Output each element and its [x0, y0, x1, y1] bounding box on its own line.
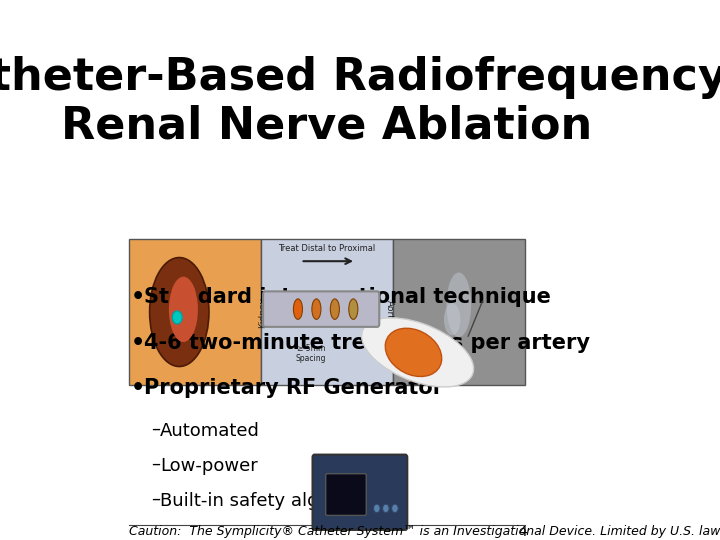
FancyBboxPatch shape	[129, 239, 261, 384]
Text: –: –	[151, 490, 161, 508]
FancyBboxPatch shape	[263, 292, 379, 327]
Text: Aorta: Aorta	[385, 300, 394, 324]
FancyBboxPatch shape	[312, 455, 408, 530]
Text: •: •	[130, 379, 145, 399]
Text: Automated: Automated	[160, 422, 260, 441]
Ellipse shape	[169, 276, 198, 342]
Text: Caution:  The Symplicity® Catheter System™ is an Investigational Device. Limited: Caution: The Symplicity® Catheter System…	[129, 525, 720, 538]
Ellipse shape	[446, 273, 471, 337]
Text: Treat Distal to Proximal: Treat Distal to Proximal	[279, 244, 376, 253]
Ellipse shape	[150, 258, 209, 367]
FancyBboxPatch shape	[393, 239, 525, 384]
Circle shape	[374, 504, 380, 512]
Ellipse shape	[312, 299, 321, 319]
Ellipse shape	[330, 299, 339, 319]
Text: READY
854 Ω: READY 854 Ω	[333, 488, 359, 501]
Text: Kidney: Kidney	[258, 296, 268, 328]
Circle shape	[392, 504, 398, 512]
Text: •: •	[130, 333, 145, 353]
Text: Catheter-Based Radiofrequency
Renal Nerve Ablation: Catheter-Based Radiofrequency Renal Nerv…	[0, 57, 720, 147]
Text: 4: 4	[518, 524, 527, 538]
Text: ≥ 5mm
Spacing: ≥ 5mm Spacing	[296, 344, 326, 363]
Text: Built-in safety algorithms: Built-in safety algorithms	[160, 492, 387, 510]
Ellipse shape	[294, 299, 302, 319]
FancyBboxPatch shape	[261, 239, 393, 384]
Text: Low-power: Low-power	[160, 457, 258, 475]
Ellipse shape	[361, 318, 474, 387]
Circle shape	[172, 311, 182, 324]
Ellipse shape	[385, 328, 441, 376]
Text: •: •	[130, 287, 145, 307]
Text: –: –	[151, 455, 161, 472]
Text: Proprietary RF Generator: Proprietary RF Generator	[143, 379, 443, 399]
Ellipse shape	[348, 299, 358, 319]
FancyBboxPatch shape	[325, 474, 366, 515]
Ellipse shape	[444, 303, 461, 335]
Text: –: –	[151, 420, 161, 438]
Circle shape	[382, 504, 390, 512]
Text: Standard interventional technique: Standard interventional technique	[143, 287, 551, 307]
Text: 4-6 two-minute treatments per artery: 4-6 two-minute treatments per artery	[143, 333, 590, 353]
